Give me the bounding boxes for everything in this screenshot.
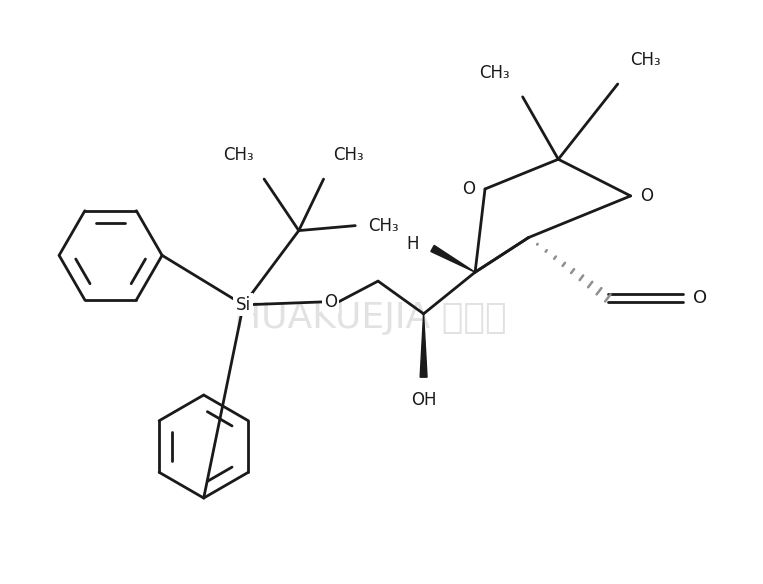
Text: HUAKUEJIA 化学加: HUAKUEJIA 化学加	[233, 301, 507, 335]
Text: O: O	[640, 187, 654, 205]
Text: OH: OH	[410, 391, 436, 409]
Polygon shape	[431, 245, 475, 272]
Text: CH₃: CH₃	[224, 146, 254, 164]
Text: CH₃: CH₃	[630, 51, 662, 69]
Text: CH₃: CH₃	[333, 146, 364, 164]
Text: O: O	[693, 289, 707, 307]
Text: Si: Si	[236, 296, 251, 314]
Text: O: O	[462, 180, 475, 198]
Text: H: H	[406, 235, 419, 253]
Text: CH₃: CH₃	[368, 217, 399, 235]
Polygon shape	[420, 314, 427, 377]
Text: O: O	[324, 293, 337, 311]
Text: CH₃: CH₃	[479, 64, 510, 82]
